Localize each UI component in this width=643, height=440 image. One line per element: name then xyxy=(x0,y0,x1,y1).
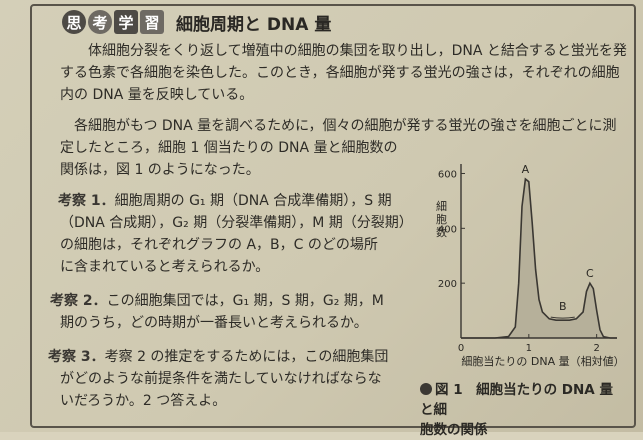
annotation-B: B xyxy=(559,300,567,313)
badge-shuu: 習 xyxy=(140,10,164,34)
question-3-line-2: がどのような前提条件を満たしていなければならな xyxy=(60,371,382,387)
exercise-box-border xyxy=(30,4,636,428)
badge-shi: 思 xyxy=(62,10,86,34)
x-tick-label: 0 xyxy=(458,343,464,354)
question-2-line-1: この細胞集団では，G₁ 期，S 期，G₂ 期，M xyxy=(106,293,384,309)
series-line xyxy=(461,177,617,339)
y-tick-label: 600 xyxy=(438,169,457,180)
intro-line-4: 各細胞がもつ DNA 量を調べるために，個々の細胞が発する蛍光の強さを細胞ごとに… xyxy=(74,118,617,134)
question-1-label: 考察 1． xyxy=(58,193,115,209)
question-3-line-1: 考察 2 の推定をするためには，この細胞集団 xyxy=(104,349,389,365)
question-3: 考察 3．考察 2 の推定をするためには，この細胞集団 xyxy=(48,346,388,368)
question-1: 考察 1．細胞周期の G₁ 期（DNA 合成準備期），S 期 xyxy=(58,190,392,212)
figure-1-chart: 200 400 600 0 1 2 細胞当たりの DNA 量（相対値） 細胞数 A B C xyxy=(425,160,625,380)
intro-line-6: 関係は，図 1 のようになった。 xyxy=(60,162,260,178)
y-tick-label: 400 xyxy=(438,224,457,235)
section-header: 思 考 学 習 細胞周期と DNA 量 xyxy=(62,9,331,35)
caption-bullet-icon xyxy=(420,383,432,395)
x-tick-label: 1 xyxy=(526,343,532,354)
question-1-line-1: 細胞周期の G₁ 期（DNA 合成準備期），S 期 xyxy=(114,193,392,209)
figure-caption: 図 1 細胞当たりの DNA 量と細 胞数の関係 xyxy=(420,380,625,440)
question-1-line-4: に含まれていると考えられるか。 xyxy=(60,259,270,275)
question-3-label: 考察 3． xyxy=(48,349,105,365)
badge-kou: 考 xyxy=(88,10,112,34)
section-title: 細胞周期と DNA 量 xyxy=(176,14,332,35)
badge-gaku: 学 xyxy=(114,10,138,34)
question-1-line-3: の細胞は，それぞれグラフの A，B，C のどの場所 xyxy=(60,237,378,253)
question-1-line-2: （DNA 合成期），G₂ 期（分裂準備期），M 期（分裂期） xyxy=(60,215,413,231)
question-2-label: 考察 2． xyxy=(50,293,107,309)
annotation-C: C xyxy=(586,267,594,280)
question-3-line-3: いだろうか。2 つ答えよ。 xyxy=(60,393,227,409)
intro-line-5: 定したところ，細胞 1 個当たりの DNA 量と細胞数の xyxy=(60,140,398,156)
question-2: 考察 2．この細胞集団では，G₁ 期，S 期，G₂ 期，M xyxy=(50,290,384,312)
y-axis-label: 細胞数 xyxy=(435,200,448,239)
annotation-B-bracket xyxy=(550,316,575,319)
x-axis-label: 細胞当たりの DNA 量（相対値） xyxy=(461,354,624,368)
series-area-fill xyxy=(461,179,617,338)
caption-line-1: 図 1 細胞当たりの DNA 量と細 xyxy=(420,382,613,418)
y-tick-label: 200 xyxy=(438,279,457,290)
question-2-line-2: 期のうち，どの時期が一番長いと考えられるか。 xyxy=(60,315,368,331)
intro-line-1: 体細胞分裂をくり返して増殖中の細胞の集団を取り出し，DNA と結合すると蛍光を発 xyxy=(88,43,627,59)
x-tick-label: 2 xyxy=(593,343,599,354)
annotation-A: A xyxy=(522,163,530,176)
intro-line-2: する色素で各細胞を染色した。このとき，各細胞が発する蛍光の強さは，それぞれの細胞 xyxy=(60,65,620,81)
caption-line-2: 胞数の関係 xyxy=(420,422,488,438)
intro-line-3: 内の DNA 量を反映している。 xyxy=(60,87,254,103)
